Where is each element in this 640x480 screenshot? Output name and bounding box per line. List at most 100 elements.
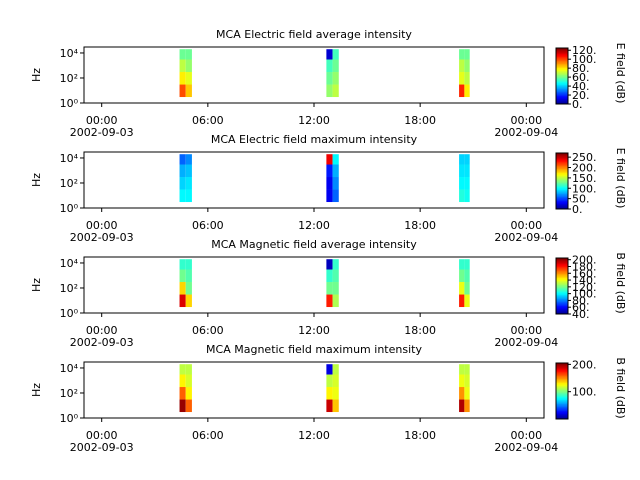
x-tick-label: 12:00	[298, 114, 330, 127]
colorbar-segment	[556, 267, 568, 270]
colorbar-tick-label: 60.	[572, 301, 590, 314]
spectrogram-cell	[326, 364, 333, 375]
colorbar-segment	[556, 70, 568, 73]
colorbar-segment	[556, 71, 568, 74]
x-tick-label: 12:00	[298, 219, 330, 232]
colorbar-segment	[556, 287, 568, 290]
colorbar-segment	[556, 55, 568, 57]
colorbar-segment	[556, 50, 568, 53]
spectrogram-cell	[459, 294, 465, 308]
colorbar-tick-label: 180.	[572, 260, 597, 273]
colorbar-segment	[556, 172, 568, 175]
colorbar-frame	[555, 257, 569, 315]
spectrogram-cell	[459, 164, 465, 178]
y-axis-label: Hz	[30, 68, 43, 82]
y-tick-label: 10⁴	[60, 257, 79, 270]
colorbar-segment	[556, 181, 568, 183]
y-tick-label: 10⁰	[60, 97, 79, 110]
colorbar-segment	[556, 160, 568, 162]
colorbar-segment	[556, 164, 568, 167]
colorbar-segment	[556, 206, 568, 209]
panel-title: MCA Electric field average intensity	[216, 28, 412, 41]
colorbar-tick-label: 0.	[572, 98, 583, 111]
colorbar-segment	[556, 59, 568, 62]
y-tick-label: 10⁰	[60, 202, 79, 215]
colorbar-segment	[556, 192, 568, 195]
date-label: 2002-09-03	[70, 231, 134, 244]
colorbar-segment	[556, 168, 568, 171]
spectrogram-cell	[179, 189, 186, 203]
colorbar-segment	[556, 302, 568, 305]
spectrogram-cell	[185, 164, 192, 178]
colorbar-segment	[556, 200, 568, 203]
colorbar-segment	[556, 202, 568, 204]
spectrogram-cell	[459, 189, 465, 203]
spectrogram-cell	[185, 374, 192, 388]
colorbar-tick-label: 60.	[572, 71, 590, 84]
spectrogram-cell	[185, 84, 192, 98]
spectrogram-cell	[459, 364, 465, 375]
colorbar-segment	[556, 365, 568, 368]
colorbar-segment	[556, 66, 568, 69]
colorbar-segment	[556, 182, 568, 185]
spectrogram-cell	[459, 154, 465, 165]
panel-title: MCA Electric field maximum intensity	[211, 133, 418, 146]
colorbar-segment	[556, 409, 568, 412]
date-label: 2002-09-03	[70, 441, 134, 454]
spectrogram-cell	[185, 294, 192, 308]
colorbar-tick-label: 50.	[572, 193, 590, 206]
colorbar-segment	[556, 269, 568, 272]
spectrogram-cell	[464, 374, 470, 388]
colorbar-segment	[556, 179, 568, 182]
colorbar-segment	[556, 304, 568, 307]
spectrogram-cell	[459, 387, 465, 400]
colorbar-tick-label: 250.	[572, 151, 597, 164]
colorbar-segment	[556, 374, 568, 377]
colorbar-segment	[556, 298, 568, 301]
x-tick-label: 12:00	[298, 429, 330, 442]
spectrogram-cell	[179, 387, 186, 400]
colorbar-tick-label: 80.	[572, 294, 590, 307]
spectrogram-cell	[185, 154, 192, 165]
colorbar-segment	[556, 307, 568, 309]
colorbar-segment	[556, 286, 568, 288]
spectrogram-cell	[464, 164, 470, 178]
spectrogram-cell	[326, 387, 333, 400]
colorbar-segment	[556, 263, 568, 266]
spectrogram-cell	[179, 154, 186, 165]
colorbar-segment	[556, 262, 568, 265]
plot-frame	[83, 151, 545, 209]
spectrogram-cell	[332, 59, 339, 73]
colorbar-segment	[556, 195, 568, 197]
x-tick-label: 06:00	[192, 429, 224, 442]
colorbar-label: B field (dB)	[614, 357, 627, 418]
colorbar-segment	[556, 370, 568, 372]
colorbar-segment	[556, 412, 568, 414]
colorbar-segment	[556, 76, 568, 78]
colorbar-tick-label: 20.	[572, 89, 590, 102]
colorbar-segment	[556, 171, 568, 174]
colorbar-segment	[556, 92, 568, 95]
spectrogram-cell	[326, 259, 333, 270]
colorbar-segment	[556, 258, 568, 260]
colorbar-segment	[556, 162, 568, 165]
spectrogram-cell	[326, 399, 333, 413]
colorbar-segment	[556, 377, 568, 379]
spectrogram-cell	[332, 294, 339, 308]
spectrogram-cell	[459, 282, 465, 295]
colorbar-segment	[556, 385, 568, 388]
colorbar-segment	[556, 87, 568, 90]
colorbar-segment	[556, 48, 568, 50]
colorbar-segment	[556, 196, 568, 199]
spectrogram-cell	[464, 154, 470, 165]
y-tick-label: 10⁰	[60, 307, 79, 320]
spectrogram-cell	[332, 374, 339, 388]
spectrogram-cell	[179, 282, 186, 295]
colorbar-segment	[556, 158, 568, 161]
colorbar-segment	[556, 386, 568, 389]
colorbar-segment	[556, 95, 568, 98]
colorbar-segment	[556, 272, 568, 274]
colorbar-tick-label: 150.	[572, 172, 597, 185]
spectrogram-cell	[459, 399, 465, 413]
colorbar-segment	[556, 174, 568, 176]
